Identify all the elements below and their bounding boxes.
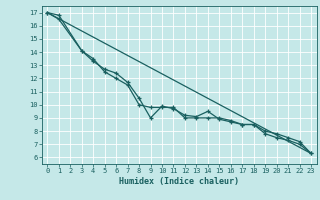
X-axis label: Humidex (Indice chaleur): Humidex (Indice chaleur) [119,177,239,186]
